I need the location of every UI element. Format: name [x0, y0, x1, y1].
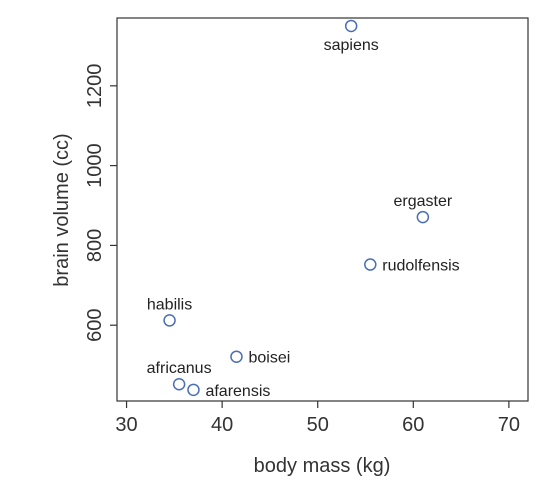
data-point [163, 314, 176, 327]
y-axis: 600 800 1000 1200 [84, 64, 117, 342]
data-point [364, 258, 377, 271]
y-tick-label: 800 [84, 229, 106, 262]
x-axis-label: body mass (kg) [254, 455, 391, 477]
data-point [172, 377, 186, 391]
data-point [416, 210, 430, 224]
data-points: afarensis africanus habilis boisei rudolfens… [147, 19, 460, 400]
point-label: ergaster [394, 193, 453, 210]
data-point [187, 383, 200, 397]
point-label: africanus [147, 360, 212, 377]
x-axis: 30 40 50 60 70 [115, 401, 520, 436]
data-point [344, 19, 358, 33]
data-point [230, 350, 243, 363]
y-tick-label: 600 [84, 309, 106, 342]
y-tick-label: 1200 [84, 64, 106, 109]
y-tick-label: 1000 [84, 143, 106, 188]
x-tick-label: 70 [498, 414, 520, 436]
point-label: boisei [248, 350, 290, 367]
point-label: habilis [147, 296, 192, 313]
x-tick-label: 50 [307, 414, 329, 436]
point-label: sapiens [324, 37, 379, 54]
x-tick-label: 30 [115, 414, 137, 436]
plot-frame [116, 17, 529, 402]
y-axis-label: brain volume (cc) [51, 133, 73, 286]
point-label: afarensis [205, 383, 270, 400]
x-tick-label: 40 [211, 414, 233, 436]
point-label: rudolfensis [382, 258, 459, 275]
x-tick-label: 60 [402, 414, 424, 436]
